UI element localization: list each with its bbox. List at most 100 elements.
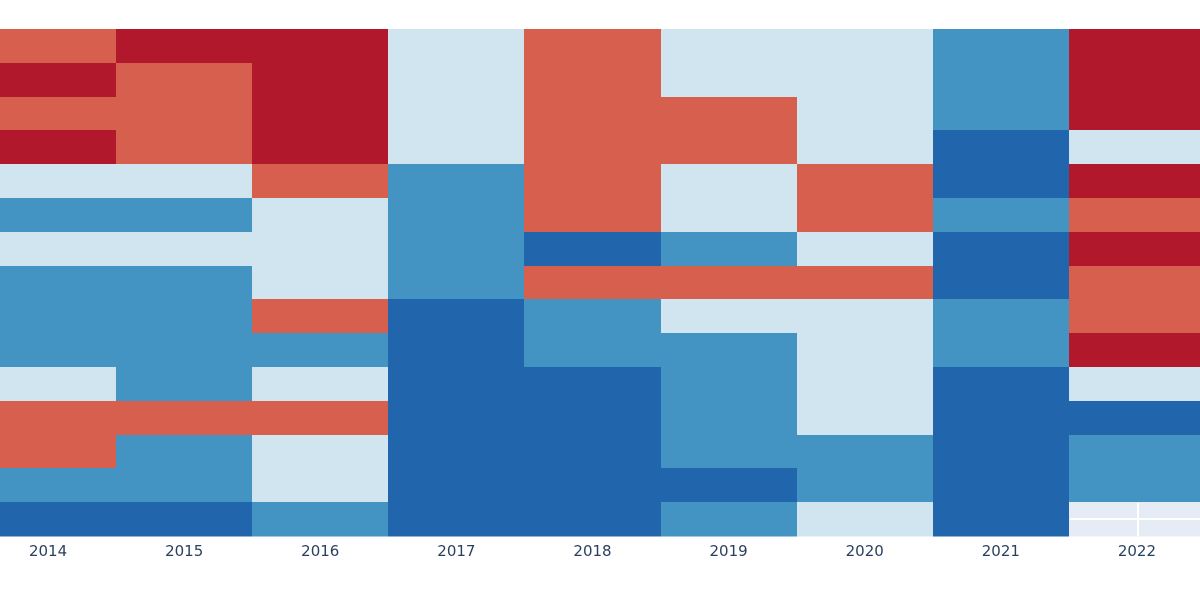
- heatmap-cell-2016-row-9: [252, 299, 389, 334]
- x-tick-label: 2014: [29, 542, 67, 560]
- heatmap-cell-2020-row-2: [797, 63, 934, 98]
- heatmap-cell-2014-row-8: [0, 266, 117, 300]
- x-tick-label: 2016: [301, 542, 339, 560]
- heatmap-cell-2020-row-8: [797, 266, 934, 300]
- heatmap-cell-2019-row-4: [661, 130, 798, 165]
- heatmap-cell-2016-row-5: [252, 164, 389, 199]
- heatmap-cell-2014-row-4: [0, 130, 117, 165]
- heatmap-cell-2021-row-2: [933, 63, 1070, 98]
- heatmap-cell-2020-row-4: [797, 130, 934, 165]
- heatmap-cell-2018-row-14: [524, 468, 662, 503]
- heatmap-cell-2022-row-2: [1069, 63, 1200, 98]
- heatmap-cell-2017-row-15: [388, 502, 525, 537]
- heatmap-cell-2019-row-10: [661, 333, 798, 368]
- heatmap-cell-2015-row-12: [116, 401, 253, 436]
- heatmap-cell-2016-row-10: [252, 333, 389, 368]
- heatmap-cell-2018-row-6: [524, 198, 662, 233]
- heatmap-cell-2021-row-8: [933, 266, 1070, 300]
- heatmap-cell-2018-row-11: [524, 367, 662, 402]
- x-tick-label: 2022: [1118, 542, 1156, 560]
- heatmap-cell-2015-row-7: [116, 232, 253, 267]
- heatmap-cell-2017-row-9: [388, 299, 525, 334]
- heatmap-cell-2018-row-13: [524, 435, 662, 469]
- heatmap-cell-2015-row-15: [116, 502, 253, 537]
- heatmap-cell-2021-row-10: [933, 333, 1070, 368]
- heatmap-cell-2014-row-11: [0, 367, 117, 402]
- heatmap-cell-2022-row-3: [1069, 97, 1200, 131]
- heatmap-cell-2016-row-4: [252, 130, 389, 165]
- heatmap-cell-2018-row-15: [524, 502, 662, 537]
- heatmap-cell-2016-row-14: [252, 468, 389, 503]
- heatmap-cell-2021-row-1: [933, 29, 1070, 64]
- heatmap-cell-2015-row-14: [116, 468, 253, 503]
- heatmap-cell-2019-row-12: [661, 401, 798, 436]
- x-tick-label: 2015: [165, 542, 203, 560]
- heatmap-cell-2019-row-6: [661, 198, 798, 233]
- heatmap-cell-2021-row-7: [933, 232, 1070, 267]
- heatmap-cell-2014-row-9: [0, 299, 117, 334]
- heatmap-cell-2021-row-9: [933, 299, 1070, 334]
- heatmap-cell-2017-row-11: [388, 367, 525, 402]
- x-tick-label: 2020: [846, 542, 884, 560]
- heatmap-cell-2019-row-8: [661, 266, 798, 300]
- heatmap-cell-2019-row-1: [661, 29, 798, 64]
- heatmap-cell-2016-row-7: [252, 232, 389, 267]
- heatmap-cell-2014-row-3: [0, 97, 117, 131]
- heatmap-cell-2014-row-6: [0, 198, 117, 233]
- heatmap-cell-2022-row-10: [1069, 333, 1200, 368]
- heatmap-cell-2022-row-4: [1069, 130, 1200, 165]
- heatmap-cell-2021-row-13: [933, 435, 1070, 469]
- heatmap-cell-2022-row-11: [1069, 367, 1200, 402]
- heatmap-cell-2017-row-3: [388, 97, 525, 131]
- heatmap-cell-2016-row-11: [252, 367, 389, 402]
- heatmap-cell-2015-row-4: [116, 130, 253, 165]
- heatmap-cell-2020-row-14: [797, 468, 934, 503]
- heatmap-cell-2018-row-5: [524, 164, 662, 199]
- heatmap-cell-2015-row-6: [116, 198, 253, 233]
- missing-cell-grid: [1070, 503, 1200, 536]
- heatmap-cell-2019-row-15: [661, 502, 798, 537]
- heatmap-cell-2018-row-2: [524, 63, 662, 98]
- heatmap-cell-2015-row-3: [116, 97, 253, 131]
- heatmap-cell-2016-row-8: [252, 266, 389, 300]
- heatmap-cell-2016-row-15: [252, 502, 389, 537]
- heatmap-cell-2017-row-5: [388, 164, 525, 199]
- heatmap-cell-2015-row-8: [116, 266, 253, 300]
- heatmap-cell-2018-row-7: [524, 232, 662, 267]
- heatmap-cell-2017-row-6: [388, 198, 525, 233]
- heatmap-cell-2017-row-13: [388, 435, 525, 469]
- heatmap-cell-2015-row-10: [116, 333, 253, 368]
- heatmap-cell-2020-row-6: [797, 198, 934, 233]
- heatmap-cell-2019-row-13: [661, 435, 798, 469]
- heatmap-cell-2014-row-14: [0, 468, 117, 503]
- heatmap-cell-2021-row-15: [933, 502, 1070, 537]
- heatmap-cell-2019-row-7: [661, 232, 798, 267]
- heatmap-cell-2020-row-13: [797, 435, 934, 469]
- heatmap-cell-2015-row-13: [116, 435, 253, 469]
- heatmap-cell-2014-row-15: [0, 502, 117, 537]
- heatmap-cell-2020-row-10: [797, 333, 934, 368]
- heatmap-cell-2020-row-7: [797, 232, 934, 267]
- heatmap-cell-2018-row-12: [524, 401, 662, 436]
- heatmap-cell-2020-row-3: [797, 97, 934, 131]
- heatmap-cell-2020-row-5: [797, 164, 934, 199]
- heatmap-cell-2018-row-8: [524, 266, 662, 300]
- heatmap-cell-2016-row-1: [252, 29, 389, 64]
- heatmap-cell-2019-row-5: [661, 164, 798, 199]
- heatmap-cell-2020-row-11: [797, 367, 934, 402]
- x-tick-label: 2017: [437, 542, 475, 560]
- heatmap-cell-2014-row-2: [0, 63, 117, 98]
- heatmap-cell-2022-row-6: [1069, 198, 1200, 233]
- heatmap-cell-2017-row-12: [388, 401, 525, 436]
- heatmap-cell-2015-row-5: [116, 164, 253, 199]
- heatmap-cell-2014-row-1: [0, 29, 117, 64]
- heatmap-cell-2016-row-6: [252, 198, 389, 233]
- heatmap-cell-2019-row-3: [661, 97, 798, 131]
- heatmap-cell-2018-row-3: [524, 97, 662, 131]
- x-axis-ticks: 2014 2015 2016 2017 2018 2019 2020 2021 2022: [29, 542, 1156, 560]
- heatmap-cell-2016-row-12: [252, 401, 389, 436]
- heatmap-cell-2017-row-4: [388, 130, 525, 165]
- heatmap-cell-2017-row-1: [388, 29, 525, 64]
- heatmap-cell-2022-row-9: [1069, 299, 1200, 334]
